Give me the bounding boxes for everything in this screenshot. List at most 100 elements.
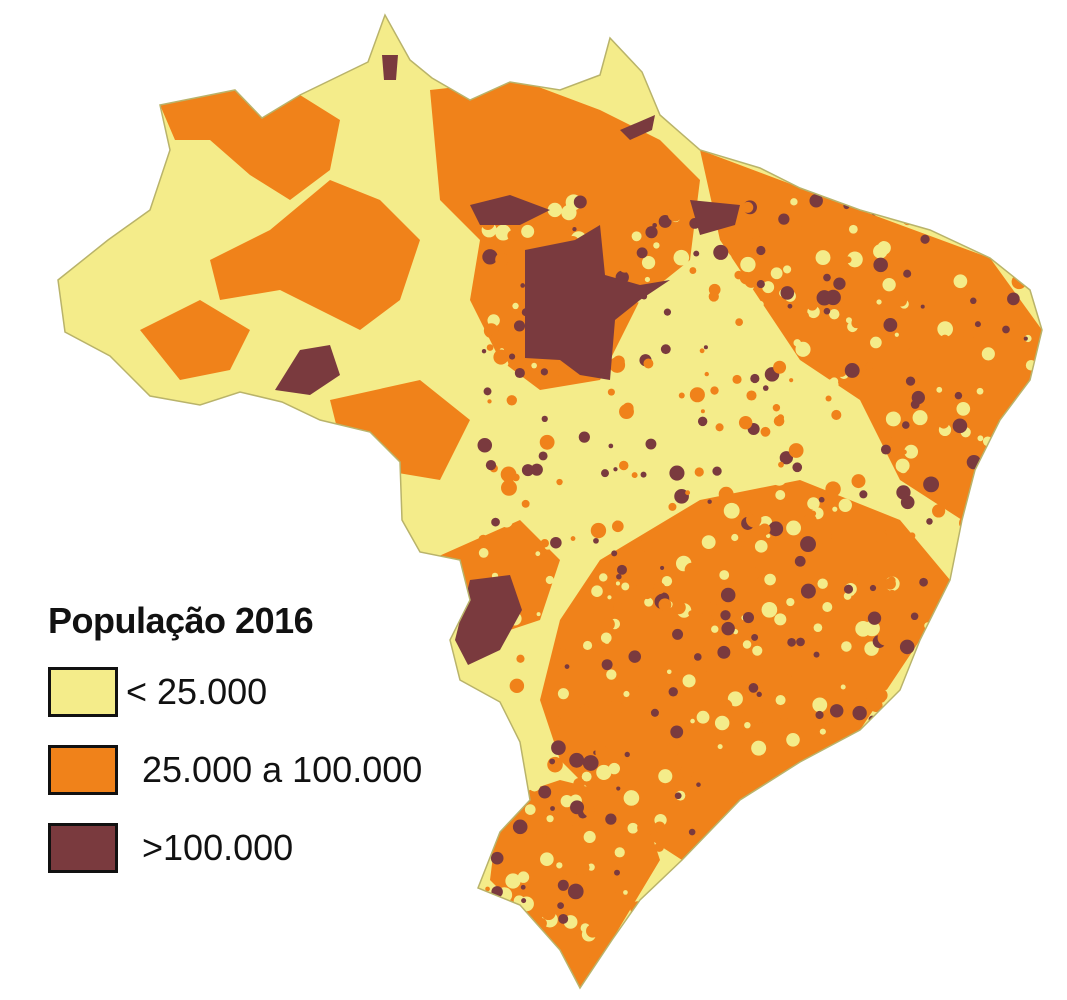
municipality-mark bbox=[491, 333, 499, 341]
municipality-mark bbox=[825, 968, 835, 978]
municipality-mark bbox=[1015, 436, 1029, 450]
municipality-mark bbox=[594, 500, 607, 514]
municipality-mark bbox=[935, 899, 946, 909]
municipality-mark bbox=[790, 198, 798, 206]
municipality-mark bbox=[752, 645, 763, 656]
municipality-mark bbox=[759, 790, 768, 800]
municipality-mark bbox=[1012, 741, 1022, 751]
municipality-mark bbox=[940, 370, 946, 376]
municipality-mark bbox=[575, 467, 590, 482]
municipality-mark bbox=[582, 804, 595, 817]
municipality-mark bbox=[487, 399, 492, 404]
municipality-mark bbox=[539, 434, 555, 450]
municipality-mark bbox=[553, 372, 559, 378]
municipality-mark bbox=[841, 641, 852, 652]
municipality-mark bbox=[1022, 453, 1027, 459]
municipality-mark bbox=[830, 377, 839, 386]
municipality-mark bbox=[1014, 671, 1023, 680]
municipality-mark bbox=[949, 640, 965, 656]
municipality-mark bbox=[658, 769, 673, 784]
municipality-mark bbox=[601, 659, 613, 671]
municipality-mark bbox=[554, 398, 560, 405]
municipality-mark bbox=[723, 899, 740, 916]
municipality-mark bbox=[1023, 336, 1028, 341]
municipality-mark bbox=[743, 729, 749, 735]
municipality-mark bbox=[786, 597, 795, 607]
municipality-mark bbox=[1017, 785, 1025, 794]
municipality-mark bbox=[815, 250, 831, 266]
municipality-mark bbox=[773, 785, 784, 797]
municipality-mark bbox=[981, 347, 995, 361]
municipality-mark bbox=[626, 917, 643, 934]
municipality-mark bbox=[883, 919, 898, 934]
municipality-mark bbox=[1003, 897, 1017, 912]
municipality-mark bbox=[667, 278, 674, 285]
municipality-mark bbox=[697, 416, 708, 427]
municipality-mark bbox=[623, 890, 628, 895]
municipality-mark bbox=[707, 499, 712, 504]
municipality-mark bbox=[1027, 200, 1040, 214]
municipality-mark bbox=[1015, 859, 1030, 874]
municipality-mark bbox=[788, 443, 804, 458]
municipality-mark bbox=[831, 744, 845, 759]
municipality-mark bbox=[481, 348, 487, 354]
municipality-mark bbox=[646, 903, 656, 913]
municipality-mark bbox=[910, 734, 924, 747]
municipality-mark bbox=[557, 361, 564, 368]
municipality-mark bbox=[596, 764, 612, 781]
municipality-mark bbox=[869, 699, 883, 712]
municipality-mark bbox=[607, 388, 615, 396]
municipality-mark bbox=[538, 785, 552, 799]
municipality-mark bbox=[773, 415, 785, 427]
municipality-mark bbox=[888, 589, 897, 598]
municipality-mark bbox=[625, 941, 634, 951]
municipality-mark bbox=[547, 678, 553, 684]
municipality-mark bbox=[826, 264, 833, 271]
municipality-mark bbox=[1027, 455, 1037, 464]
legend-item-low: < 25.000 bbox=[48, 666, 422, 718]
municipality-mark bbox=[885, 411, 901, 427]
municipality-mark bbox=[625, 381, 631, 388]
municipality-mark bbox=[521, 499, 530, 508]
municipality-mark bbox=[608, 443, 614, 449]
municipality-mark bbox=[760, 426, 771, 437]
municipality-mark bbox=[950, 736, 961, 748]
municipality-mark bbox=[540, 852, 554, 867]
municipality-mark bbox=[968, 931, 985, 948]
municipality-mark bbox=[784, 935, 791, 942]
municipality-mark bbox=[923, 476, 940, 493]
municipality-mark bbox=[846, 251, 863, 268]
municipality-mark bbox=[496, 917, 506, 927]
municipality-mark bbox=[766, 533, 771, 539]
municipality-mark bbox=[712, 466, 722, 476]
municipality-mark bbox=[727, 336, 741, 349]
municipality-mark bbox=[868, 715, 876, 723]
municipality-mark bbox=[987, 856, 998, 866]
municipality-mark bbox=[709, 763, 717, 771]
municipality-mark bbox=[992, 242, 1006, 256]
legend-swatch-low bbox=[48, 667, 118, 717]
municipality-mark bbox=[733, 854, 738, 859]
municipality-mark bbox=[507, 230, 519, 241]
municipality-mark bbox=[907, 429, 918, 440]
municipality-mark bbox=[937, 774, 948, 785]
municipality-mark bbox=[852, 740, 867, 754]
municipality-mark bbox=[488, 751, 502, 764]
municipality-mark bbox=[623, 690, 630, 698]
municipality-mark bbox=[901, 449, 907, 455]
municipality-mark bbox=[818, 496, 825, 503]
municipality-mark bbox=[618, 460, 629, 471]
municipality-mark bbox=[631, 231, 642, 242]
municipality-mark bbox=[570, 536, 576, 541]
municipality-mark bbox=[972, 759, 984, 770]
municipality-mark bbox=[946, 829, 955, 838]
municipality-mark bbox=[654, 842, 664, 852]
municipality-mark bbox=[486, 344, 494, 351]
municipality-mark bbox=[750, 373, 760, 384]
municipality-mark bbox=[478, 959, 486, 967]
municipality-mark bbox=[732, 949, 742, 959]
municipality-mark bbox=[970, 616, 984, 630]
municipality-mark bbox=[520, 884, 526, 890]
municipality-mark bbox=[999, 444, 1006, 450]
